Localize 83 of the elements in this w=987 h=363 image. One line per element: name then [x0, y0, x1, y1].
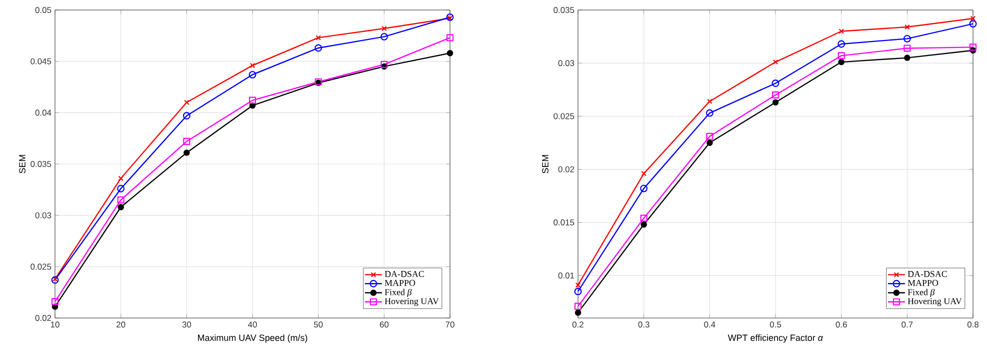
point	[182, 112, 190, 120]
point	[903, 34, 911, 42]
point	[446, 50, 454, 56]
x-tick-label: 0.2	[572, 322, 584, 328]
point	[904, 54, 910, 61]
point	[574, 310, 582, 316]
y-tick-label: 0.045	[30, 58, 52, 64]
x-tick-label: 40	[248, 322, 257, 328]
point	[706, 109, 714, 117]
x-tick-label: 0.5	[770, 322, 782, 328]
point	[446, 34, 454, 42]
x-tick-label: 0.4	[704, 322, 716, 328]
point	[838, 40, 846, 48]
y-tick-label: 0.025	[30, 264, 52, 270]
point	[772, 80, 780, 88]
x-tick-label: 50	[314, 322, 323, 328]
y-tick-label: 0.035	[554, 7, 574, 13]
point	[118, 204, 124, 210]
point	[640, 221, 647, 228]
legend-label: DA-DSAC	[908, 270, 947, 278]
y-tick-label: 0.05	[35, 7, 52, 13]
point	[380, 60, 388, 68]
legend-label: Hovering UAV	[908, 298, 962, 306]
y-tick-label: 0.02	[558, 166, 574, 172]
legend-label: Hovering UAV	[384, 298, 439, 306]
point	[382, 26, 387, 32]
point	[314, 44, 322, 52]
x-tick-label: 0.8	[967, 322, 979, 328]
legend-label: MAPPO	[384, 280, 416, 286]
point	[772, 99, 779, 106]
point	[640, 214, 648, 222]
point	[706, 140, 713, 146]
x-tick-label: 20	[116, 322, 126, 328]
point	[117, 196, 124, 204]
x-tick-label: 30	[182, 322, 192, 328]
point	[641, 170, 647, 176]
point	[838, 52, 845, 60]
point	[838, 58, 844, 66]
y-axis-title: SEM	[542, 155, 548, 174]
point	[51, 298, 59, 306]
x-axis-title: WPT efficiency Factor α	[728, 334, 824, 343]
point	[706, 132, 714, 140]
legend-label: Fixed β	[908, 288, 935, 298]
y-tick-label: 0.015	[554, 219, 574, 226]
point	[640, 184, 648, 192]
point	[316, 35, 322, 40]
x-tick-label: 0.3	[638, 322, 650, 328]
point	[184, 150, 190, 156]
point	[838, 28, 844, 34]
point	[184, 100, 190, 106]
point	[969, 44, 977, 51]
y-tick-label: 0.025	[554, 113, 574, 120]
y-tick-label: 0.035	[30, 161, 52, 167]
y-tick-label: 0.01	[558, 272, 574, 279]
y-tick-label: 0.03	[35, 212, 52, 218]
point	[969, 20, 977, 28]
x-tick-label: 70	[446, 322, 454, 328]
point	[118, 176, 124, 182]
point	[250, 62, 256, 68]
point	[772, 91, 780, 99]
point	[380, 32, 388, 40]
legend-label: Fixed β	[384, 288, 412, 298]
legend-label: MAPPO	[908, 280, 938, 286]
y-tick-label: 0.04	[35, 110, 52, 116]
x-tick-label: 60	[380, 322, 389, 328]
point	[904, 44, 911, 52]
point	[248, 96, 256, 104]
point	[248, 70, 256, 78]
x-tick-label: 10	[50, 322, 60, 328]
x-tick-label: 0.6	[836, 322, 847, 328]
point	[904, 24, 910, 30]
point	[183, 138, 190, 145]
point	[574, 302, 582, 310]
x-axis-title: Maximum UAV Speed (m/s)	[198, 334, 308, 343]
point	[707, 98, 712, 104]
legend-label: DA-DSAC	[384, 270, 424, 278]
point	[574, 288, 582, 296]
point	[772, 59, 778, 65]
x-tick-label: 0.7	[902, 322, 913, 328]
point	[117, 184, 125, 192]
y-axis-title: SEM	[19, 155, 26, 174]
y-tick-label: 0.02	[35, 315, 52, 321]
y-tick-label: 0.03	[558, 60, 574, 66]
